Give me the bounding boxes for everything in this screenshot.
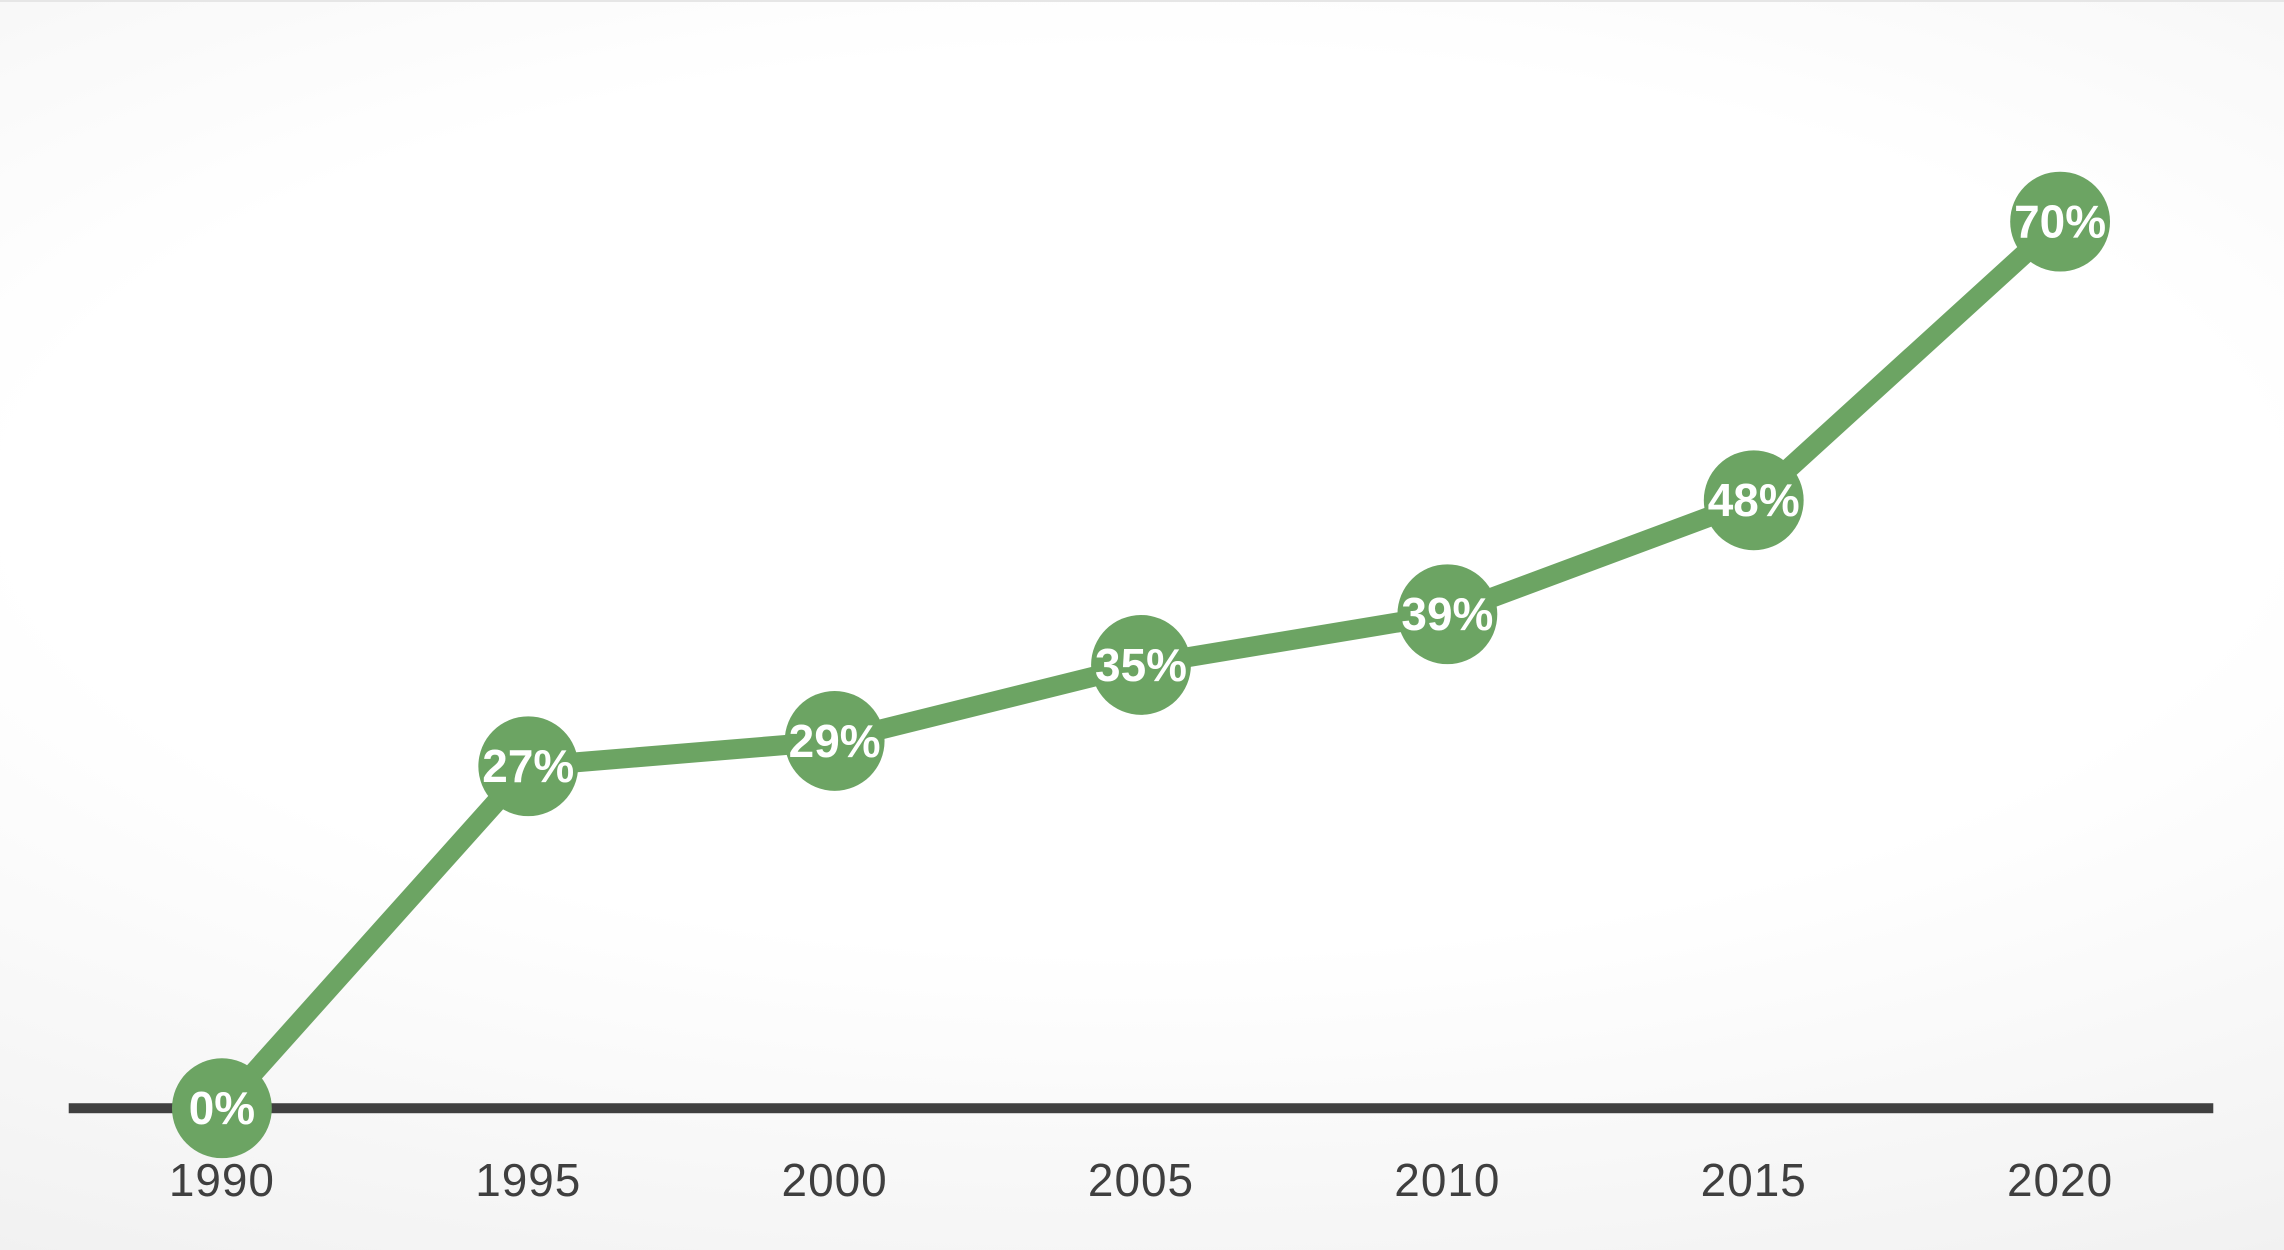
x-tick-1990: 1990 xyxy=(169,1154,275,1206)
x-tick-2010: 2010 xyxy=(1394,1154,1500,1206)
data-point-label-1995: 27% xyxy=(482,740,574,792)
x-tick-2005: 2005 xyxy=(1088,1154,1194,1206)
data-point-1995 xyxy=(478,716,579,817)
data-point-label-2000: 29% xyxy=(789,715,881,767)
data-point-label-2015: 48% xyxy=(1708,474,1800,526)
data-point-2010 xyxy=(1397,564,1498,665)
data-point-2005 xyxy=(1091,615,1191,715)
data-point-2015 xyxy=(1703,450,1804,551)
data-point-2000 xyxy=(784,691,885,791)
x-tick-1995: 1995 xyxy=(475,1154,581,1206)
data-point-label-2005: 35% xyxy=(1095,639,1187,691)
data-point-label-1990: 0% xyxy=(189,1082,255,1134)
data-point-2020 xyxy=(2010,171,2111,272)
x-tick-2000: 2000 xyxy=(782,1154,888,1206)
x-tick-2015: 2015 xyxy=(1701,1154,1807,1206)
x-tick-2020: 2020 xyxy=(2007,1154,2113,1206)
data-point-1990 xyxy=(171,1058,272,1159)
x-axis-line xyxy=(68,1103,2214,1114)
data-point-label-2010: 39% xyxy=(1401,588,1493,640)
data-point-label-2020: 70% xyxy=(2014,196,2106,248)
